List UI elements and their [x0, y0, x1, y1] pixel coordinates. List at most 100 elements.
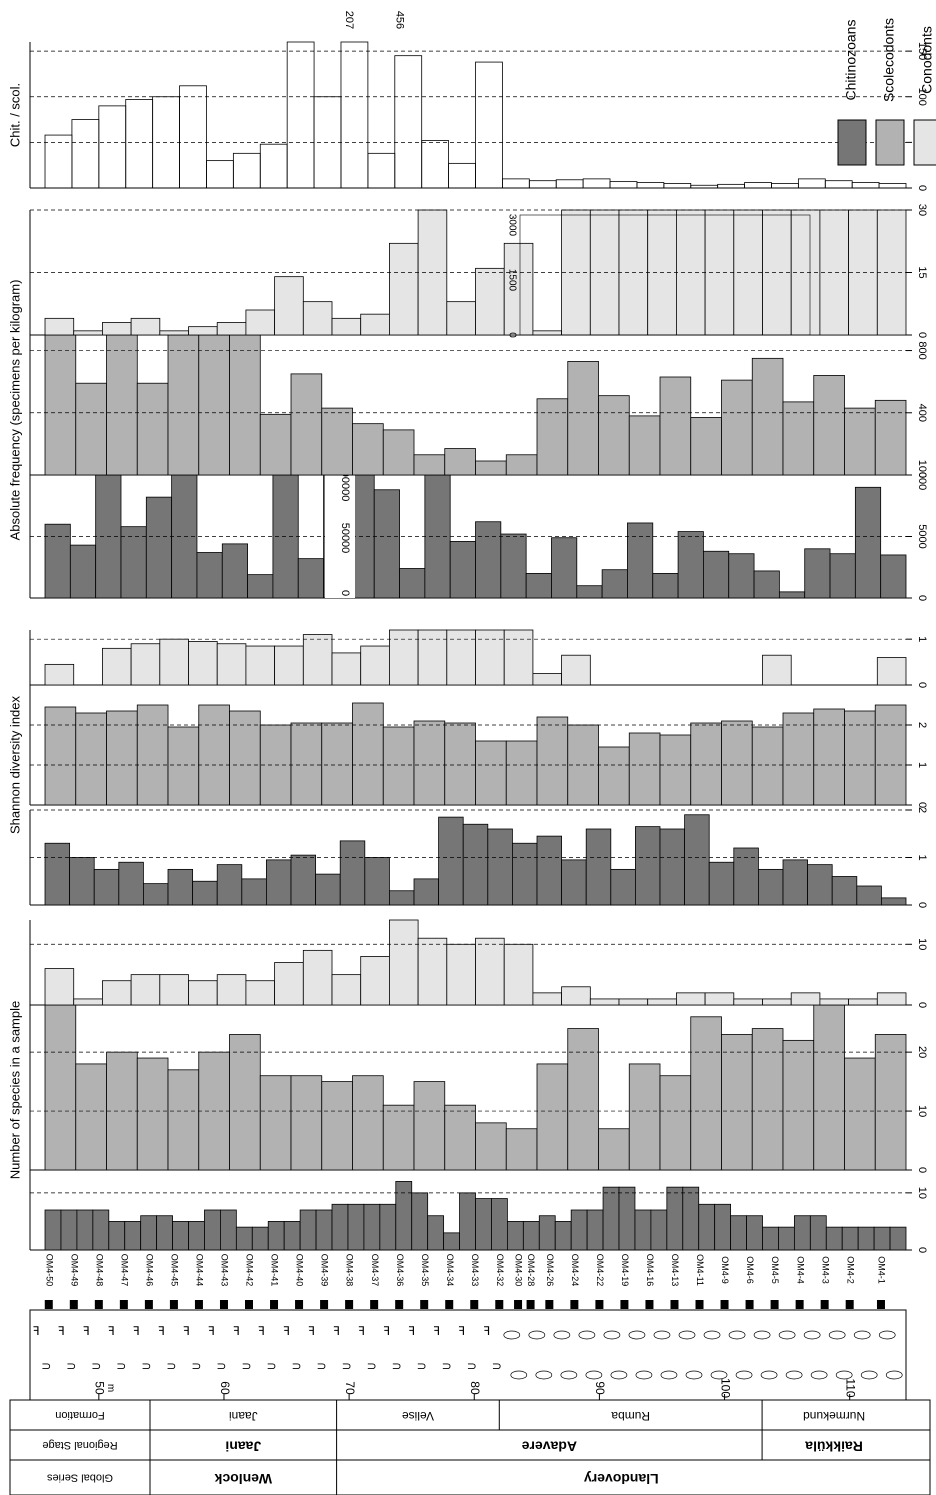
lithology-symbol: ꟻ	[358, 1324, 365, 1338]
bar-shannon-conodonts	[389, 630, 418, 685]
bar-species-scolecodonts	[230, 1034, 261, 1170]
bar-species-scolecodonts	[875, 1034, 906, 1170]
bar-shannon-conodonts	[504, 630, 533, 685]
bar-shannon-conodonts	[160, 639, 189, 685]
bar-species-chitinozoans	[555, 1221, 571, 1250]
bar-species-conodonts	[418, 938, 447, 1005]
bar-abundance-conodonts	[45, 318, 74, 335]
title-shannon: Shannon diversity index	[7, 695, 22, 834]
lithology-symbol: ꟻ	[58, 1324, 65, 1338]
bar-abundance-conodonts	[74, 331, 103, 335]
bar-species-conodonts	[74, 999, 103, 1005]
tick-label-abundance-scolecodonts: 400	[916, 404, 928, 422]
bar-species-chitinozoans	[109, 1221, 125, 1250]
bar-shannon-chitinozoans	[168, 869, 193, 905]
bar-shannon-scolecodonts	[137, 705, 168, 805]
bar-chit-scol-ratio	[529, 181, 556, 188]
bar-abundance-scolecodonts	[691, 417, 722, 475]
bar-abundance-chitinozoans	[627, 523, 652, 598]
tick-label-abundance-conodonts: 30	[916, 204, 928, 216]
bar-abundance-scolecodonts	[722, 380, 753, 475]
bar-chit-scol-ratio	[583, 179, 610, 188]
bar-species-scolecodonts	[45, 1005, 76, 1170]
strat-unit-wenlock: Wenlock	[214, 1471, 272, 1487]
bar-abundance-scolecodonts	[506, 455, 537, 475]
bar-shannon-chitinozoans	[365, 858, 390, 906]
bar-abundance-scolecodonts	[414, 455, 445, 475]
over-scale-label: 456	[393, 11, 405, 29]
bar-species-scolecodonts	[783, 1040, 814, 1170]
bar-species-chitinozoans	[125, 1221, 141, 1250]
bar-shannon-scolecodonts	[629, 733, 660, 805]
bar-abundance-chitinozoans	[526, 573, 551, 598]
tick-label-shannon-scolecodonts: 1	[916, 762, 928, 768]
bar-species-chitinozoans	[173, 1221, 189, 1250]
bar-shannon-chitinozoans	[512, 843, 537, 905]
bar-species-scolecodonts	[845, 1058, 876, 1170]
bar-species-scolecodonts	[476, 1123, 507, 1170]
strat-column-formation	[10, 1400, 930, 1430]
inset-tick-label: 1500	[506, 269, 517, 292]
lithology-symbol: ⊃	[417, 1359, 427, 1373]
bar-shannon-chitinozoans	[857, 886, 882, 905]
title-ratio: Chit. / scol.	[7, 83, 22, 147]
bar-abundance-chitinozoans	[222, 544, 247, 598]
bar-species-conodonts	[849, 999, 878, 1005]
sample-marker	[195, 1300, 203, 1309]
bar-species-chitinozoans	[763, 1227, 779, 1250]
sample-marker	[846, 1300, 854, 1309]
bar-species-conodonts	[820, 999, 849, 1005]
lithology-symbol: ⊃	[392, 1359, 402, 1373]
bar-shannon-conodonts	[476, 630, 505, 685]
bar-shannon-conodonts	[533, 674, 562, 685]
bar-shannon-conodonts	[303, 635, 332, 685]
bar-species-scolecodonts	[506, 1129, 537, 1170]
legend-label-scolecodonts: Scolecodonts	[881, 18, 897, 102]
bar-shannon-chitinozoans	[217, 865, 242, 905]
bar-species-conodonts	[763, 999, 792, 1005]
depth-tick-label: 70	[343, 1381, 357, 1395]
bar-species-chitinozoans	[204, 1210, 220, 1250]
bar-species-chitinozoans	[284, 1221, 300, 1250]
bar-species-chitinozoans	[890, 1227, 906, 1250]
bar-species-scolecodonts	[722, 1034, 753, 1170]
bar-abundance-scolecodonts	[660, 377, 691, 475]
sample-marker	[295, 1300, 303, 1309]
sample-marker	[771, 1300, 779, 1309]
strat-header-formation: Formation	[55, 1409, 105, 1421]
bar-shannon-chitinozoans	[586, 829, 611, 905]
sample-label: OM4-40	[295, 1254, 305, 1287]
bar-species-chitinozoans	[539, 1216, 555, 1250]
bar-species-chitinozoans	[141, 1216, 157, 1250]
strat-unit-adavere: Adavere	[522, 1438, 577, 1454]
bar-species-chitinozoans	[252, 1227, 268, 1250]
bar-species-conodonts	[590, 999, 619, 1005]
bar-species-conodonts	[361, 956, 390, 1005]
bar-shannon-chitinozoans	[660, 829, 685, 905]
bar-abundance-chitinozoans	[602, 570, 627, 598]
bar-abundance-conodonts	[102, 323, 131, 336]
lithology-symbol: ⊃	[191, 1359, 201, 1373]
bar-species-chitinozoans	[316, 1210, 332, 1250]
sample-marker	[670, 1300, 678, 1309]
bar-species-chitinozoans	[826, 1227, 842, 1250]
lithology-symbol: ꟻ	[308, 1324, 315, 1338]
lithology-symbol: ꟻ	[233, 1324, 240, 1338]
bar-abundance-scolecodonts	[168, 335, 199, 475]
sample-marker	[696, 1300, 704, 1309]
strat-header-regional_stage: Regional Stage	[42, 1439, 117, 1451]
bar-shannon-scolecodonts	[168, 727, 199, 805]
bar-shannon-chitinozoans	[488, 829, 513, 905]
bar-species-conodonts	[160, 975, 189, 1005]
depth-unit-label: m	[105, 1384, 116, 1392]
bar-shannon-scolecodonts	[691, 723, 722, 805]
bar-chit-scol-ratio	[664, 183, 691, 188]
bar-species-chitinozoans	[380, 1204, 396, 1250]
lithology-symbol: ⊃	[241, 1359, 251, 1373]
bar-species-chitinozoans	[428, 1216, 444, 1250]
bar-shannon-conodonts	[45, 664, 74, 685]
bar-shannon-conodonts	[418, 630, 447, 685]
lithology-symbol: ꟻ	[133, 1324, 140, 1338]
bar-shannon-conodonts	[189, 641, 218, 685]
